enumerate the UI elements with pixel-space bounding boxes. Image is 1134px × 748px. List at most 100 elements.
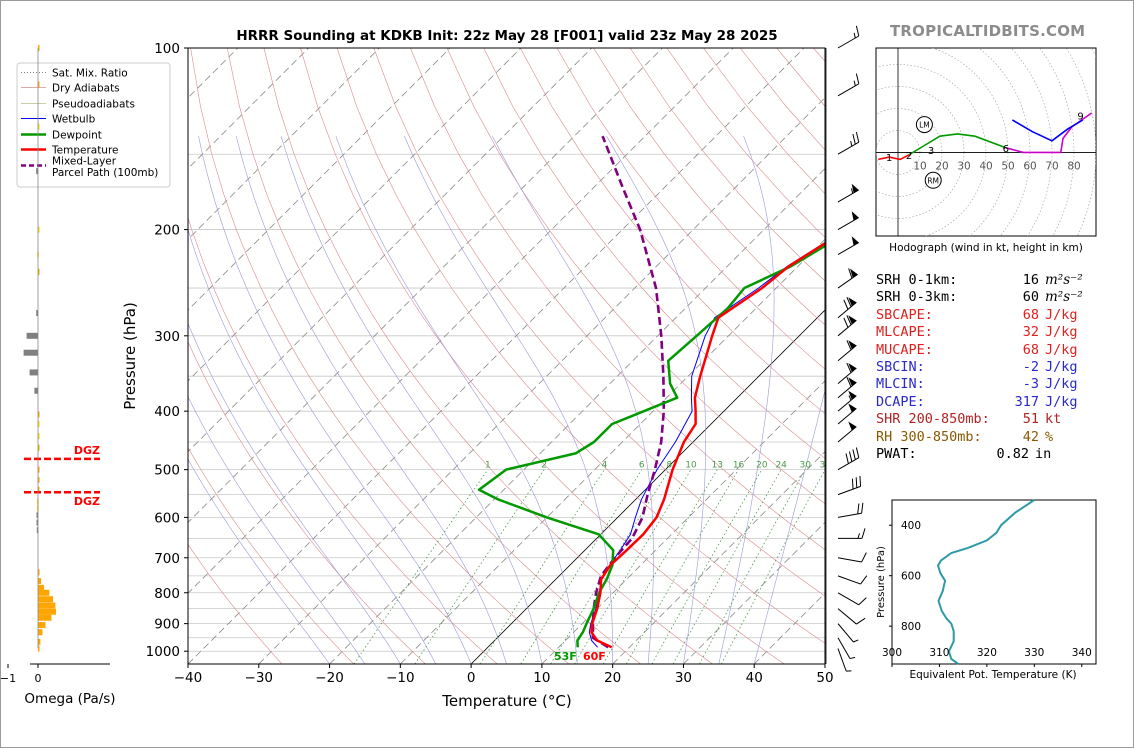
y-tick-label: 1000 xyxy=(146,644,180,660)
dry-adiabat-line xyxy=(336,48,825,644)
stat-label: SBCIN: xyxy=(876,358,925,375)
mixing-ratio-line xyxy=(353,469,489,664)
stat-unit: m²s⁻² xyxy=(1045,272,1083,288)
dry-adiabat-line xyxy=(446,48,825,505)
omega-bar xyxy=(38,123,40,130)
isotherm-line xyxy=(470,309,825,664)
wind-barb-full xyxy=(845,453,849,464)
skewt-plot-frame xyxy=(187,47,826,665)
omega-bar xyxy=(36,168,38,175)
wind-barb-half xyxy=(848,395,852,401)
legend-entry-cont: Parcel Path (100mb) xyxy=(52,167,158,179)
dry-adiabat-line xyxy=(188,446,354,664)
wind-barb-full xyxy=(855,131,860,143)
hodograph-height-label: 6 xyxy=(1003,144,1009,155)
hodograph-ring-label: 50 xyxy=(1001,160,1014,172)
omega-bar xyxy=(38,81,40,88)
wind-barb-staff xyxy=(837,648,847,672)
wind-barb-flag xyxy=(851,183,859,193)
mixing-ratio-line xyxy=(414,469,545,664)
legend-entry: Dry Adiabats xyxy=(52,83,120,95)
stat-value: 42 xyxy=(1022,428,1039,445)
skewt-title: HRRR Sounding at KDKB Init: 22z May 28 [… xyxy=(236,28,777,44)
stat-row: MLCAPE: 32 J/kg xyxy=(876,324,1116,341)
stat-label: SHR 200-850mb: xyxy=(876,411,990,428)
mixing-ratio-line xyxy=(602,469,718,664)
wind-barb-staff xyxy=(837,623,854,643)
stat-value: 16 xyxy=(1022,272,1039,288)
thetae-ylabel: Pressure (hPa) xyxy=(876,546,887,618)
wind-barb-staff xyxy=(837,637,851,659)
skewt-ylabel: Pressure (hPa) xyxy=(121,302,139,410)
hodograph-height-label: 9 xyxy=(1077,111,1083,122)
skewt-legend: Sat. Mix. Ratio Dry Adiabats Pseudoadiabat… xyxy=(16,62,171,188)
stat-row: SHR 200-850mb: 51 kt xyxy=(876,411,1116,428)
thetae-frame xyxy=(891,499,1097,665)
omega-bar xyxy=(38,444,40,451)
hodograph-height-label: 3 xyxy=(928,146,934,157)
stat-label: MLCIN: xyxy=(876,376,925,393)
omega-bar xyxy=(38,602,56,609)
pseudoadiabat-line xyxy=(404,135,614,664)
wind-barb xyxy=(837,362,857,384)
hodograph: 10 20 30 40 50 60 70 80 LM RM 1 2 3 6 9 xyxy=(875,47,1097,237)
thetae-x-tick-label: 310 xyxy=(929,647,949,659)
wind-barb xyxy=(837,131,860,155)
wind-barb xyxy=(837,502,864,518)
wind-barb-flag xyxy=(851,211,859,221)
storm-motion-marker xyxy=(924,171,942,189)
pseudoadiabat-line xyxy=(753,388,825,664)
thetae-xlabel: Equivalent Pot. Temperature (K) xyxy=(909,669,1076,681)
stat-label: SBCAPE: xyxy=(876,306,933,323)
pseudoadiabat-line xyxy=(235,136,507,664)
mixing-ratio-line xyxy=(520,469,643,664)
wind-barb xyxy=(837,73,860,97)
stat-unit: kt xyxy=(1045,411,1062,428)
omega-bar xyxy=(36,310,38,317)
wind-barb xyxy=(837,25,860,49)
legend-entry: Pseudoadiabats xyxy=(52,99,135,111)
wind-barb xyxy=(837,340,857,362)
wind-barb-flag xyxy=(848,340,857,350)
wind-barb-flag xyxy=(848,421,857,431)
storm-motion-marker xyxy=(915,116,933,134)
stat-value: 68 xyxy=(1022,306,1039,323)
isotherm-line xyxy=(188,48,734,594)
stat-unit: J/kg xyxy=(1045,324,1078,341)
omega-bar xyxy=(26,332,38,339)
omega-bar xyxy=(34,387,38,394)
sounding-stats-panel: SRH 0-1km: 16 m²s⁻² SRH 0-3km: 60 m²s⁻² SBCAPE… xyxy=(876,272,1116,463)
stat-row: DCAPE: 317 J/kg xyxy=(876,394,1116,411)
wind-barb-full xyxy=(848,451,853,462)
wind-barb-staff xyxy=(837,485,861,496)
wind-barb-half xyxy=(851,188,854,194)
omega-bar xyxy=(38,569,40,576)
omega-bar xyxy=(38,608,56,615)
stat-unit: J/kg xyxy=(1045,376,1078,393)
wind-barb xyxy=(837,623,859,643)
stat-value: 317 xyxy=(1014,393,1039,410)
storm-motion-label: RM xyxy=(927,176,939,185)
mixing-ratio-label: 1 xyxy=(485,461,491,471)
stat-row: RH 300-850mb: 42% xyxy=(876,429,1116,446)
y-tick-label: 300 xyxy=(154,329,180,345)
stat-unit: J/kg xyxy=(1045,393,1078,410)
mixing-ratio-line xyxy=(574,469,692,664)
omega-bar xyxy=(38,578,41,585)
wind-barb-full xyxy=(855,73,860,84)
omega-bar xyxy=(38,411,40,418)
thetae-x-tick-label: 330 xyxy=(1024,647,1044,659)
wind-barb-full xyxy=(861,528,866,539)
hodograph-frame xyxy=(875,47,1097,237)
y-tick-label: 700 xyxy=(154,551,180,567)
storm-motion-label: LM xyxy=(919,121,930,130)
dry-adiabat-line xyxy=(263,48,713,664)
omega-bar xyxy=(38,486,40,493)
omega-bar xyxy=(38,433,40,440)
wind-barb xyxy=(837,403,857,425)
pseudoadiabat-line xyxy=(188,396,366,664)
thetae-x-tick-label: 320 xyxy=(977,647,997,659)
mixing-ratio-label: 13 xyxy=(712,461,723,471)
pseudoadiabat-line xyxy=(280,136,543,664)
legend-entry: Wetbulb xyxy=(52,114,96,126)
